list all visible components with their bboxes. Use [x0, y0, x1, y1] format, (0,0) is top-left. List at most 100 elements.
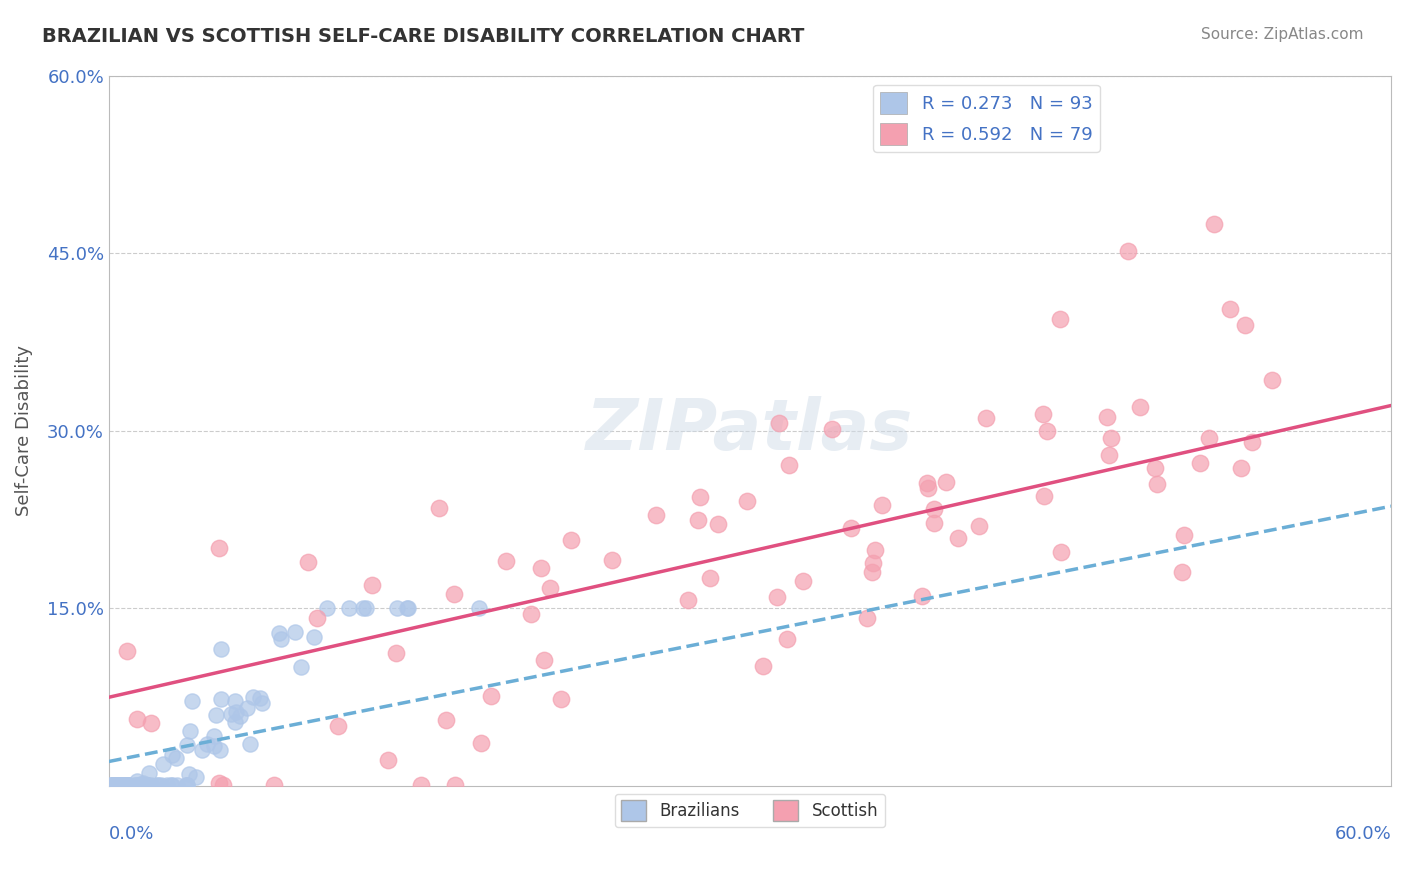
Point	[181, 694, 204, 708]
Point	[108, 778, 131, 792]
Point	[689, 490, 711, 504]
Point	[132, 778, 155, 792]
Point	[118, 778, 141, 792]
Y-axis label: Self-Care Disability: Self-Care Disability	[15, 345, 32, 516]
Point	[176, 778, 198, 792]
Point	[148, 778, 170, 792]
Point	[1116, 244, 1139, 259]
Point	[688, 513, 710, 527]
Point	[115, 778, 138, 792]
Point	[922, 501, 945, 516]
Point	[117, 778, 139, 792]
Point	[111, 778, 134, 792]
Point	[135, 778, 157, 792]
Point	[160, 778, 183, 792]
Point	[1230, 460, 1253, 475]
Point	[444, 778, 467, 792]
Point	[361, 578, 384, 592]
Point	[103, 778, 125, 792]
Point	[108, 778, 131, 792]
Point	[468, 601, 491, 615]
Point	[129, 778, 152, 792]
Point	[225, 705, 247, 719]
Point	[600, 553, 623, 567]
Point	[396, 601, 419, 615]
Point	[305, 611, 328, 625]
Point	[776, 632, 799, 647]
Text: Source: ZipAtlas.com: Source: ZipAtlas.com	[1201, 27, 1364, 42]
Point	[290, 660, 312, 674]
Point	[974, 411, 997, 425]
Point	[1233, 318, 1256, 333]
Point	[946, 531, 969, 545]
Point	[115, 778, 138, 792]
Point	[212, 778, 235, 792]
Point	[1129, 401, 1152, 415]
Point	[103, 778, 125, 792]
Point	[870, 498, 893, 512]
Point	[1036, 424, 1059, 438]
Point	[100, 778, 122, 792]
Point	[915, 475, 938, 490]
Point	[1032, 407, 1054, 421]
Point	[821, 422, 844, 436]
Point	[105, 778, 128, 792]
Point	[131, 775, 153, 789]
Point	[1219, 301, 1241, 316]
Point	[239, 737, 262, 751]
Point	[470, 736, 492, 750]
Point	[127, 778, 149, 792]
Point	[765, 590, 787, 604]
Point	[115, 778, 138, 792]
Point	[107, 778, 129, 792]
Point	[778, 458, 800, 472]
Point	[176, 778, 198, 792]
Point	[204, 707, 226, 722]
Point	[969, 519, 991, 533]
Point	[236, 701, 259, 715]
Point	[112, 778, 135, 792]
Point	[924, 516, 946, 531]
Point	[197, 737, 219, 751]
Point	[127, 712, 149, 726]
Point	[1143, 461, 1166, 475]
Point	[1033, 489, 1056, 503]
Point	[917, 481, 939, 495]
Point	[129, 778, 152, 792]
Point	[297, 555, 319, 569]
Point	[166, 778, 188, 792]
Point	[1049, 311, 1071, 326]
Point	[114, 778, 136, 792]
Point	[176, 738, 198, 752]
Point	[839, 521, 862, 535]
Point	[911, 589, 934, 603]
Point	[337, 601, 360, 615]
Point	[125, 778, 148, 792]
Point	[249, 690, 271, 705]
Point	[219, 706, 242, 721]
Point	[267, 626, 290, 640]
Point	[1241, 434, 1264, 449]
Point	[735, 493, 758, 508]
Point	[533, 652, 555, 666]
Point	[146, 778, 169, 792]
Point	[860, 566, 883, 580]
Point	[409, 778, 432, 792]
Point	[1171, 565, 1194, 579]
Point	[224, 693, 246, 707]
Point	[1198, 431, 1220, 445]
Point	[270, 632, 292, 646]
Point	[179, 724, 201, 739]
Point	[434, 714, 457, 728]
Point	[156, 778, 179, 792]
Point	[101, 778, 124, 792]
Point	[1173, 528, 1195, 542]
Point	[124, 778, 146, 792]
Point	[1188, 456, 1211, 470]
Point	[863, 543, 886, 558]
Point	[384, 646, 406, 660]
Point	[152, 756, 174, 771]
Point	[115, 644, 138, 658]
Point	[520, 607, 543, 622]
Point	[707, 516, 730, 531]
